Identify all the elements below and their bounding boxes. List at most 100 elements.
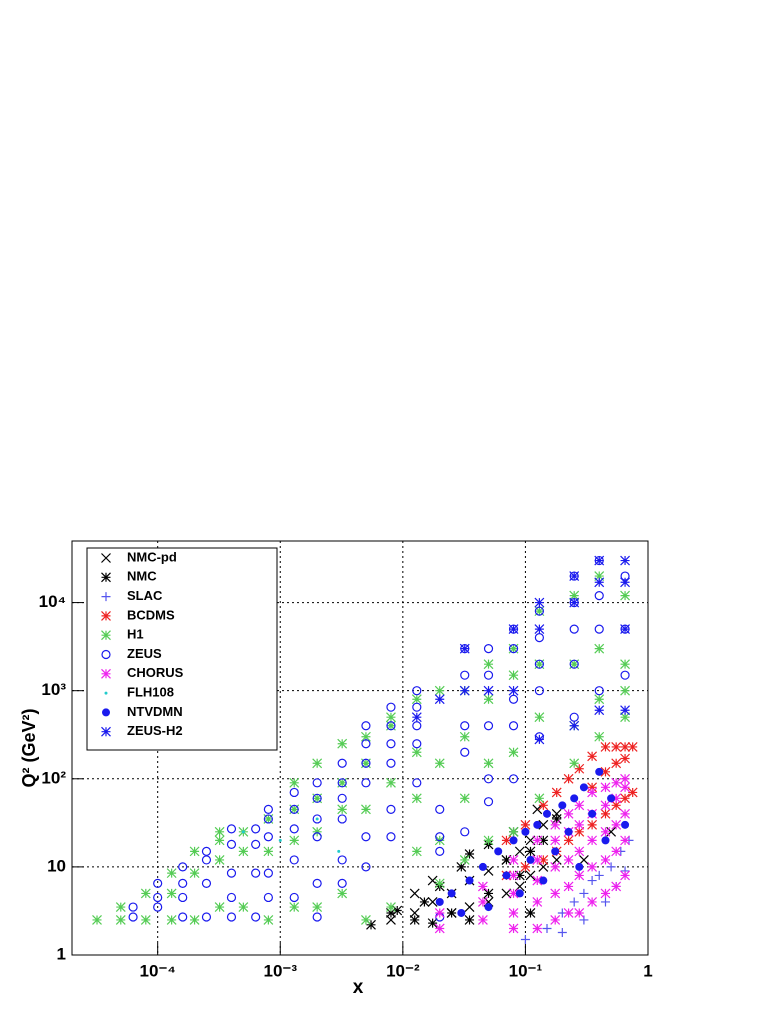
data-point [620, 835, 630, 846]
data-point [153, 892, 163, 903]
data-point [263, 814, 273, 824]
data-point [508, 643, 519, 654]
data-point [178, 878, 188, 888]
legend-label: NTVDMN [127, 704, 183, 719]
data-point [312, 826, 323, 837]
data-point [263, 868, 273, 878]
data-point [600, 782, 611, 793]
legend-marker [101, 572, 111, 583]
data-point [620, 685, 630, 696]
data-point [460, 747, 470, 757]
data-point [611, 819, 622, 830]
data-point [361, 739, 371, 749]
data-point [226, 892, 237, 903]
legend-label: CHORUS [127, 665, 184, 680]
data-point [620, 712, 630, 723]
data-point [337, 814, 347, 824]
data-point [337, 855, 347, 865]
data-point [201, 878, 212, 888]
data-point [601, 836, 610, 845]
data-point [92, 915, 102, 925]
data-point [538, 854, 549, 865]
data-point [620, 705, 630, 716]
data-point [337, 888, 348, 899]
data-point [456, 861, 467, 872]
data-point [539, 876, 548, 885]
data-point [435, 804, 445, 814]
data-point [600, 888, 611, 899]
data-point [587, 835, 598, 846]
data-point [153, 902, 163, 912]
data-point [386, 739, 396, 749]
data-point [600, 808, 611, 819]
data-point [312, 912, 322, 922]
data-point [620, 590, 630, 601]
data-point [514, 846, 525, 857]
data-point [587, 819, 598, 830]
legend-marker [101, 668, 111, 679]
data-point [289, 892, 299, 903]
data-point [251, 824, 261, 834]
data-point [551, 847, 560, 856]
data-point [587, 897, 598, 907]
data-point [521, 827, 530, 836]
data-point [226, 912, 237, 922]
data-point [337, 804, 348, 815]
data-point [128, 912, 138, 922]
data-point [515, 889, 524, 898]
data-point [532, 854, 543, 865]
data-point [534, 606, 544, 616]
data-point [594, 624, 604, 634]
data-point [427, 897, 438, 907]
data-point [435, 832, 445, 842]
data-point [459, 643, 470, 654]
data-point [289, 787, 299, 798]
legend-marker [101, 649, 111, 660]
data-point [569, 712, 579, 722]
data-point [620, 793, 630, 804]
x-tick-label: 10⁻¹ [509, 961, 543, 980]
data-point [386, 902, 396, 912]
data-point [627, 741, 638, 752]
data-point [483, 835, 494, 846]
data-point [361, 758, 371, 768]
data-point [620, 670, 630, 680]
y-tick-label: 10² [41, 768, 66, 787]
data-point [526, 855, 535, 864]
x-tick-label: 1 [643, 961, 652, 980]
data-point [361, 778, 371, 788]
legend-label: NMC-pd [127, 549, 177, 564]
data-point [532, 804, 543, 815]
data-point [620, 808, 630, 819]
data-point [386, 777, 396, 788]
data-point [620, 624, 630, 635]
data-point [289, 902, 300, 912]
data-point [558, 801, 567, 810]
data-point [178, 912, 188, 922]
data-point [551, 787, 562, 798]
legend-marker [104, 691, 108, 695]
data-point [501, 835, 512, 846]
y-tick-label: 10 [47, 856, 66, 875]
data-point [464, 902, 475, 912]
data-point [607, 794, 616, 803]
data-point [569, 659, 579, 669]
data-point [477, 881, 488, 892]
data-point [337, 849, 341, 853]
data-point [366, 919, 376, 930]
legend-marker [102, 708, 110, 717]
data-point [508, 870, 519, 881]
data-point [214, 854, 225, 865]
data-point [464, 849, 475, 859]
data-point [166, 888, 177, 899]
data-point [386, 758, 396, 768]
data-point [434, 758, 445, 769]
data-point [446, 908, 457, 918]
data-point [263, 892, 273, 903]
data-point [115, 902, 126, 912]
data-point [312, 902, 323, 912]
data-point [263, 832, 273, 842]
data-point [460, 721, 470, 731]
data-point [550, 819, 561, 830]
data-point [569, 624, 579, 634]
